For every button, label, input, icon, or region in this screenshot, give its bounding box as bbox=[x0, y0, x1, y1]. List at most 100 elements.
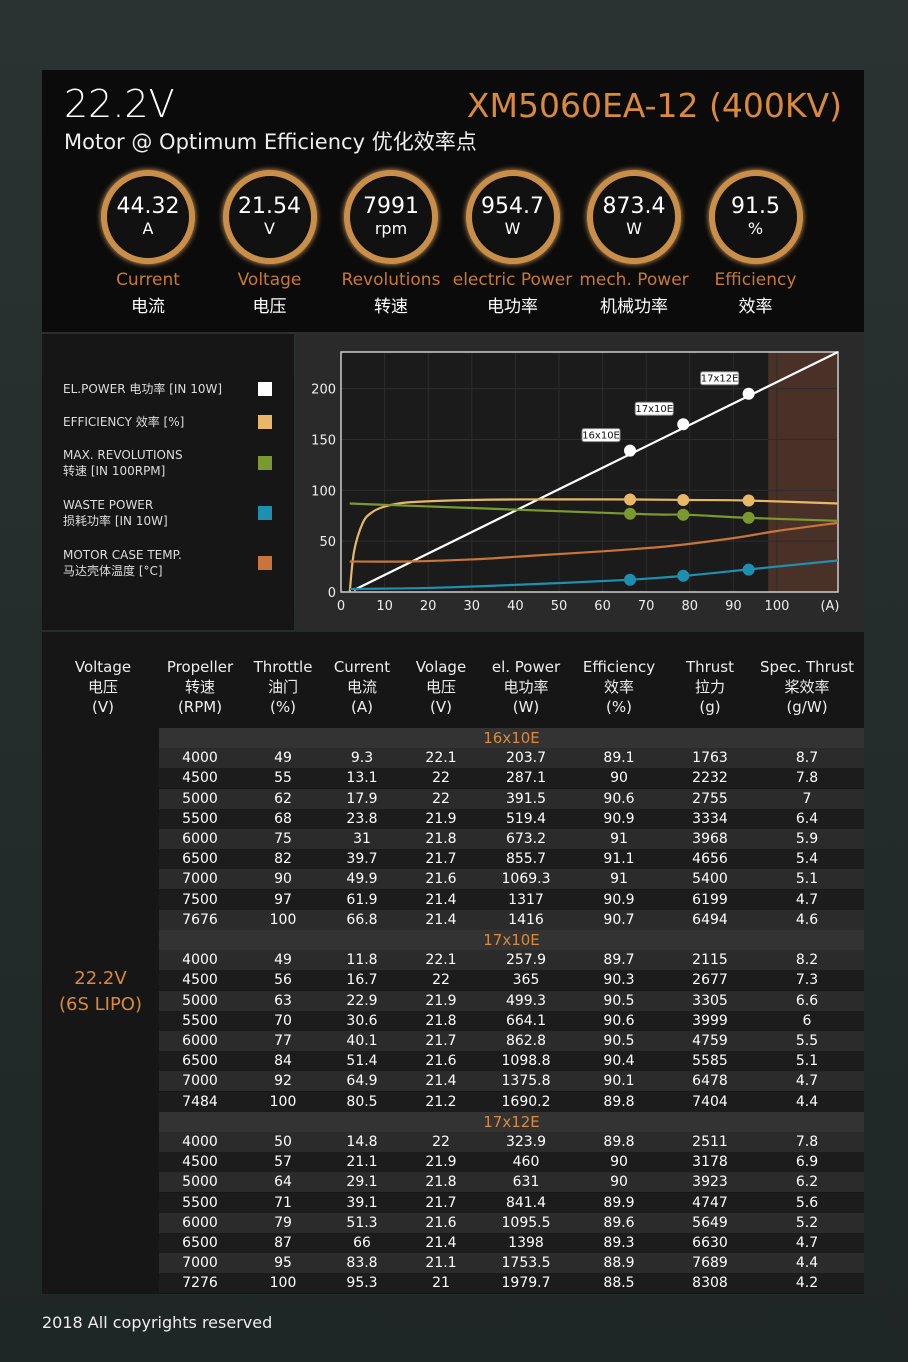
table-cell: 21.8 bbox=[425, 1012, 457, 1029]
table-cell: 11.8 bbox=[346, 952, 378, 969]
table-cell: 862.8 bbox=[505, 1033, 547, 1049]
table-cell: 365 bbox=[512, 972, 540, 989]
header-en: Propeller bbox=[166, 658, 234, 676]
legend-entry: MAX. REVOLUTIONS 转速 [IN 100RPM] bbox=[63, 447, 183, 479]
column-header: Thrust 拉力 (g) bbox=[660, 657, 760, 717]
stat-current: 44.32 A Current 电流 bbox=[88, 170, 208, 317]
table-row: 7276 100 95.3 21 1979.7 88.5 8308 4.2 bbox=[159, 1273, 864, 1294]
table-cell: 8.7 bbox=[795, 750, 819, 767]
legend-swatch bbox=[258, 456, 272, 470]
battery-type: (6S LIPO) bbox=[58, 994, 142, 1015]
propeller-section-header: 17x12E bbox=[159, 1111, 864, 1132]
gauge-ring: 7991 rpm bbox=[344, 170, 438, 264]
table-cell: 1416 bbox=[508, 911, 544, 928]
table-cell: 4.6 bbox=[795, 911, 819, 928]
table-cell: 77 bbox=[274, 1033, 292, 1049]
table-cell: 6000 bbox=[182, 831, 218, 847]
copyright: 2018 All copyrights reserved bbox=[42, 1313, 273, 1332]
y-tick-label: 50 bbox=[319, 535, 336, 550]
x-axis-label: (A) bbox=[820, 599, 839, 614]
table-cell: 4500 bbox=[182, 1154, 218, 1171]
table-cell: 95.3 bbox=[346, 1275, 378, 1292]
table-cell: 8308 bbox=[692, 1275, 728, 1292]
table-cell: 4.2 bbox=[795, 1275, 819, 1292]
table-cell: 4.7 bbox=[795, 891, 819, 908]
table-cell: 100 bbox=[269, 911, 297, 928]
table-cell: 3334 bbox=[692, 810, 728, 827]
table-row: 4000 49 9.3 22.1 203.7 89.1 1763 8.7 bbox=[159, 748, 864, 769]
table-cell: 83.8 bbox=[346, 1255, 378, 1272]
table-cell: 4.7 bbox=[795, 1235, 819, 1251]
table-cell: 6199 bbox=[692, 891, 728, 908]
data-table: Voltage 电压 (V) Propeller 转速 (RPM) Throttle 油门 (%… bbox=[42, 632, 864, 1294]
table-row: 6000 75 31 21.8 673.2 91 3968 5.9 bbox=[159, 829, 864, 849]
table-cell: 1095.5 bbox=[501, 1214, 551, 1231]
table-cell: 7.8 bbox=[795, 1134, 819, 1150]
table-cell: 66.8 bbox=[346, 911, 378, 928]
y-tick-label: 100 bbox=[311, 484, 336, 499]
gauge-ring: 954.7 W bbox=[465, 170, 560, 264]
header-unit: (%) bbox=[606, 698, 632, 716]
table-cell: 6000 bbox=[182, 1214, 218, 1231]
x-tick-label: 30 bbox=[464, 599, 481, 614]
table-cell: 21 bbox=[432, 1275, 450, 1292]
point-label-box bbox=[700, 371, 740, 386]
stat-label-cn: 转速 bbox=[374, 297, 408, 317]
x-tick-label: 10 bbox=[376, 599, 393, 614]
table-cell: 51.4 bbox=[346, 1053, 378, 1070]
table-cell: 21.4 bbox=[425, 1073, 457, 1090]
legend-entry: MOTOR CASE TEMP. 马达壳体温度 [°C] bbox=[63, 547, 182, 579]
header-cn: 电压 bbox=[87, 678, 118, 696]
column-header: Efficiency 效率 (%) bbox=[569, 657, 669, 717]
data-point-el_power bbox=[677, 418, 690, 431]
table-row: 4000 50 14.8 22 323.9 89.8 2511 7.8 bbox=[159, 1132, 864, 1152]
stat-label-en: electric Power bbox=[452, 270, 573, 290]
table-cell: 21.6 bbox=[425, 1214, 457, 1231]
table-cell: 7 bbox=[802, 790, 812, 807]
table-row: 4000 49 11.8 22.1 257.9 89.7 2115 8.2 bbox=[159, 950, 864, 971]
table-cell: 91 bbox=[610, 871, 628, 888]
header-en: Thrust bbox=[685, 658, 735, 676]
table-cell: 90.9 bbox=[603, 810, 635, 827]
table-cell: 4500 bbox=[182, 972, 218, 989]
table-cell: 4000 bbox=[182, 1134, 218, 1150]
table-cell: 100 bbox=[269, 1275, 297, 1292]
table-cell: 90.9 bbox=[603, 891, 635, 908]
table-cell: 7000 bbox=[182, 1073, 218, 1090]
table-cell: 56 bbox=[274, 972, 292, 989]
table-cell: 3999 bbox=[692, 1012, 728, 1029]
x-tick-label: 70 bbox=[638, 599, 655, 614]
stat-unit: W bbox=[504, 219, 521, 238]
table-cell: 90 bbox=[610, 1154, 628, 1171]
table-cell: 4747 bbox=[692, 1194, 728, 1211]
stat-unit: V bbox=[264, 219, 275, 238]
table-cell: 6.6 bbox=[795, 992, 819, 1009]
table-cell: 80.5 bbox=[346, 1093, 378, 1110]
table-cell: 6478 bbox=[692, 1073, 728, 1090]
plot-border bbox=[340, 351, 839, 593]
table-cell: 21.6 bbox=[425, 871, 457, 888]
stat-label-cn: 机械功率 bbox=[600, 297, 668, 317]
x-tick-label: 100 bbox=[765, 599, 790, 614]
table-cell: 22 bbox=[432, 770, 450, 787]
table-cell: 391.5 bbox=[505, 790, 547, 807]
table-cell: 1763 bbox=[692, 750, 728, 767]
legend-label: WASTE POWER bbox=[63, 498, 154, 512]
gauge-ring: 873.4 W bbox=[587, 170, 681, 264]
table-cell: 3178 bbox=[692, 1154, 728, 1171]
stat-value: 91.5 bbox=[731, 194, 780, 219]
table-cell: 2511 bbox=[692, 1134, 728, 1150]
legend-sublabel: 转速 [IN 100RPM] bbox=[63, 464, 166, 478]
table-cell: 90.6 bbox=[603, 1012, 635, 1029]
header-cn: 拉力 bbox=[694, 678, 725, 696]
table-cell: 55 bbox=[274, 770, 292, 787]
stat-label-cn: 电流 bbox=[131, 297, 165, 317]
header-en: Voltage bbox=[74, 658, 132, 676]
column-header: Throttle 油门 (%) bbox=[233, 657, 333, 717]
table-cell: 460 bbox=[512, 1154, 540, 1171]
point-label-box bbox=[581, 428, 621, 443]
table-cell: 90.4 bbox=[603, 1053, 635, 1070]
header-unit: (W) bbox=[512, 698, 540, 716]
data-point-el_power bbox=[624, 444, 637, 457]
table-cell: 7.3 bbox=[795, 972, 819, 989]
